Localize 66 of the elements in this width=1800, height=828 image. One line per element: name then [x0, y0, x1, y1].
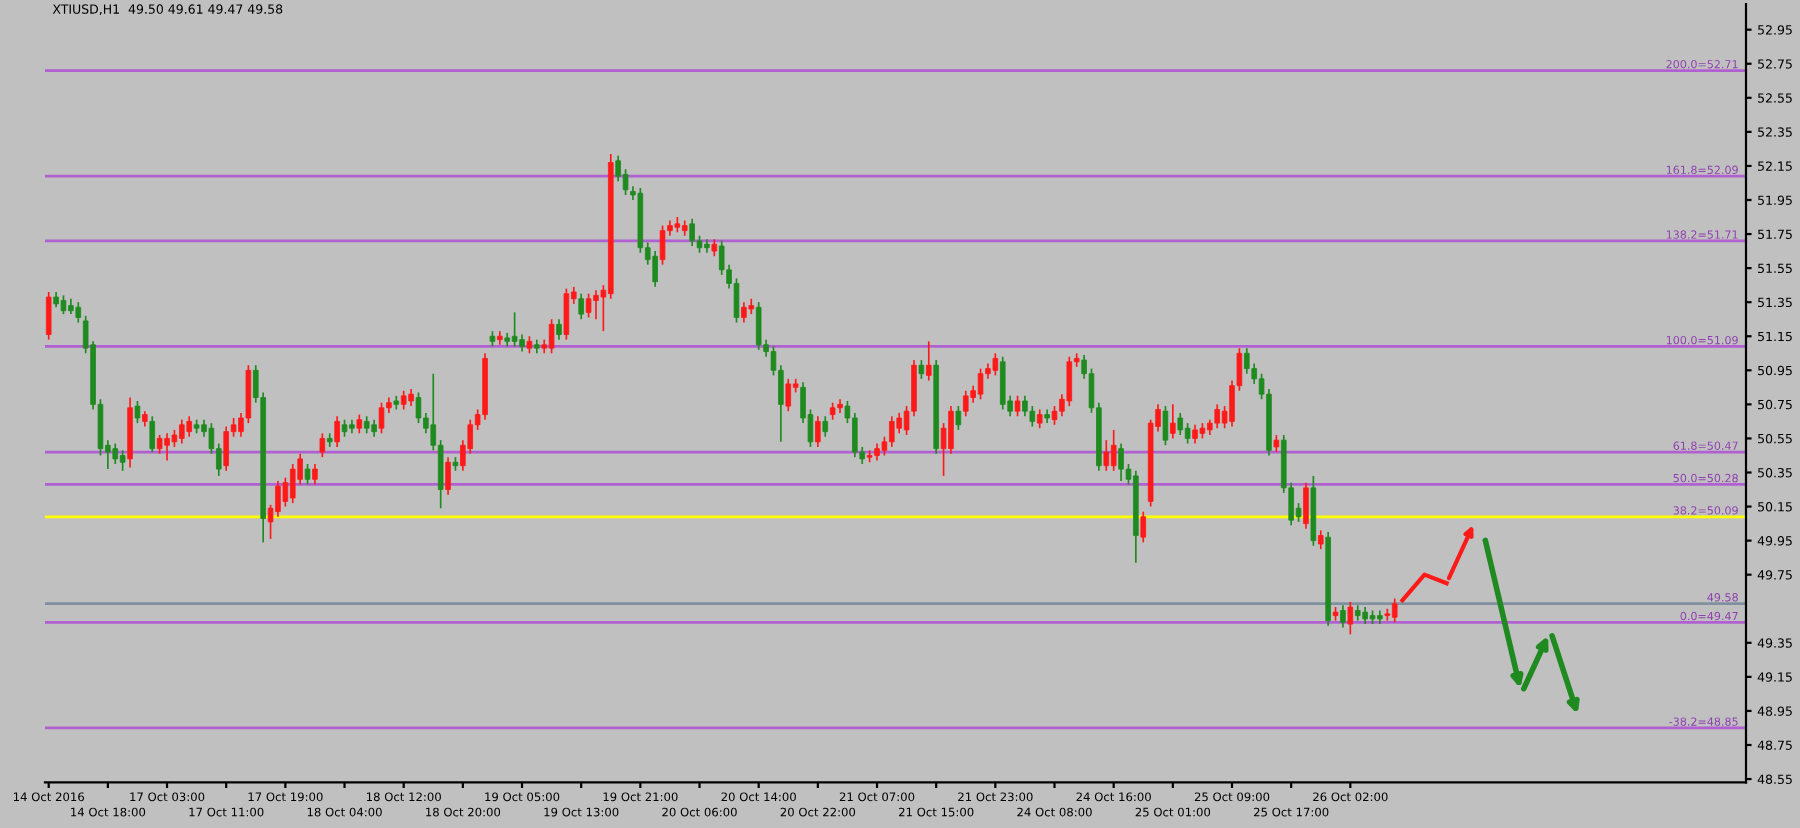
candlestick — [585, 292, 592, 319]
candlestick — [622, 168, 629, 196]
candlestick — [179, 418, 185, 445]
candlestick — [1184, 422, 1191, 445]
candlestick — [548, 318, 555, 355]
candlestick — [1162, 405, 1169, 447]
candlestick — [852, 412, 858, 459]
candlestick — [822, 415, 829, 438]
candlestick — [755, 301, 762, 351]
candlestick — [1384, 607, 1391, 622]
candlestick — [275, 480, 281, 518]
candlestick — [1340, 604, 1346, 629]
candlestick — [918, 359, 925, 380]
candlestick — [977, 367, 984, 401]
candlestick — [999, 355, 1006, 411]
candlestick — [319, 432, 326, 459]
candlestick — [400, 389, 407, 411]
candlestick — [186, 415, 192, 438]
candlestick — [445, 456, 451, 496]
candlestick — [1347, 601, 1354, 636]
candlestick — [149, 415, 156, 453]
candlestick — [312, 463, 318, 486]
candlestick — [689, 217, 695, 247]
candlestick — [164, 432, 170, 462]
candlestick — [45, 291, 52, 341]
candlestick — [962, 389, 969, 418]
candlestick — [223, 425, 229, 472]
candlestick — [615, 154, 621, 183]
candlestick — [815, 415, 821, 448]
candlestick — [378, 401, 385, 435]
candlestick — [1036, 408, 1043, 430]
candlestick — [578, 292, 584, 321]
candlestick — [1214, 403, 1220, 430]
candlestick — [119, 449, 126, 472]
candlestick — [511, 311, 518, 348]
candlestick — [955, 405, 962, 431]
candlestick — [75, 301, 82, 324]
candlestick — [1303, 481, 1309, 530]
candlestick — [1014, 395, 1021, 418]
candlestick — [60, 294, 67, 315]
candlestick — [156, 434, 163, 455]
candlestick — [1192, 423, 1198, 445]
candlestick — [415, 391, 422, 424]
candlestick — [948, 405, 954, 455]
candlestick — [304, 463, 311, 486]
candlestick — [1317, 529, 1324, 550]
candlestick — [593, 289, 599, 321]
candlestick — [1118, 442, 1124, 482]
candlestick — [1103, 439, 1110, 472]
candlestick — [556, 318, 562, 341]
candlestick — [1140, 510, 1147, 544]
candlestick — [889, 415, 895, 448]
candlestick — [134, 400, 141, 424]
candlestick — [112, 442, 119, 465]
candlestick — [785, 377, 792, 413]
candlestick — [652, 250, 658, 288]
candlestick — [741, 301, 747, 324]
candlestick — [659, 224, 666, 266]
candlestick — [334, 415, 340, 448]
candlestick — [1170, 403, 1176, 440]
candlestick — [992, 352, 999, 377]
candlestick — [1110, 429, 1117, 472]
candlestick — [1177, 412, 1184, 436]
candlestick — [925, 340, 932, 382]
candlestick — [563, 287, 570, 341]
candlestick — [356, 413, 363, 435]
